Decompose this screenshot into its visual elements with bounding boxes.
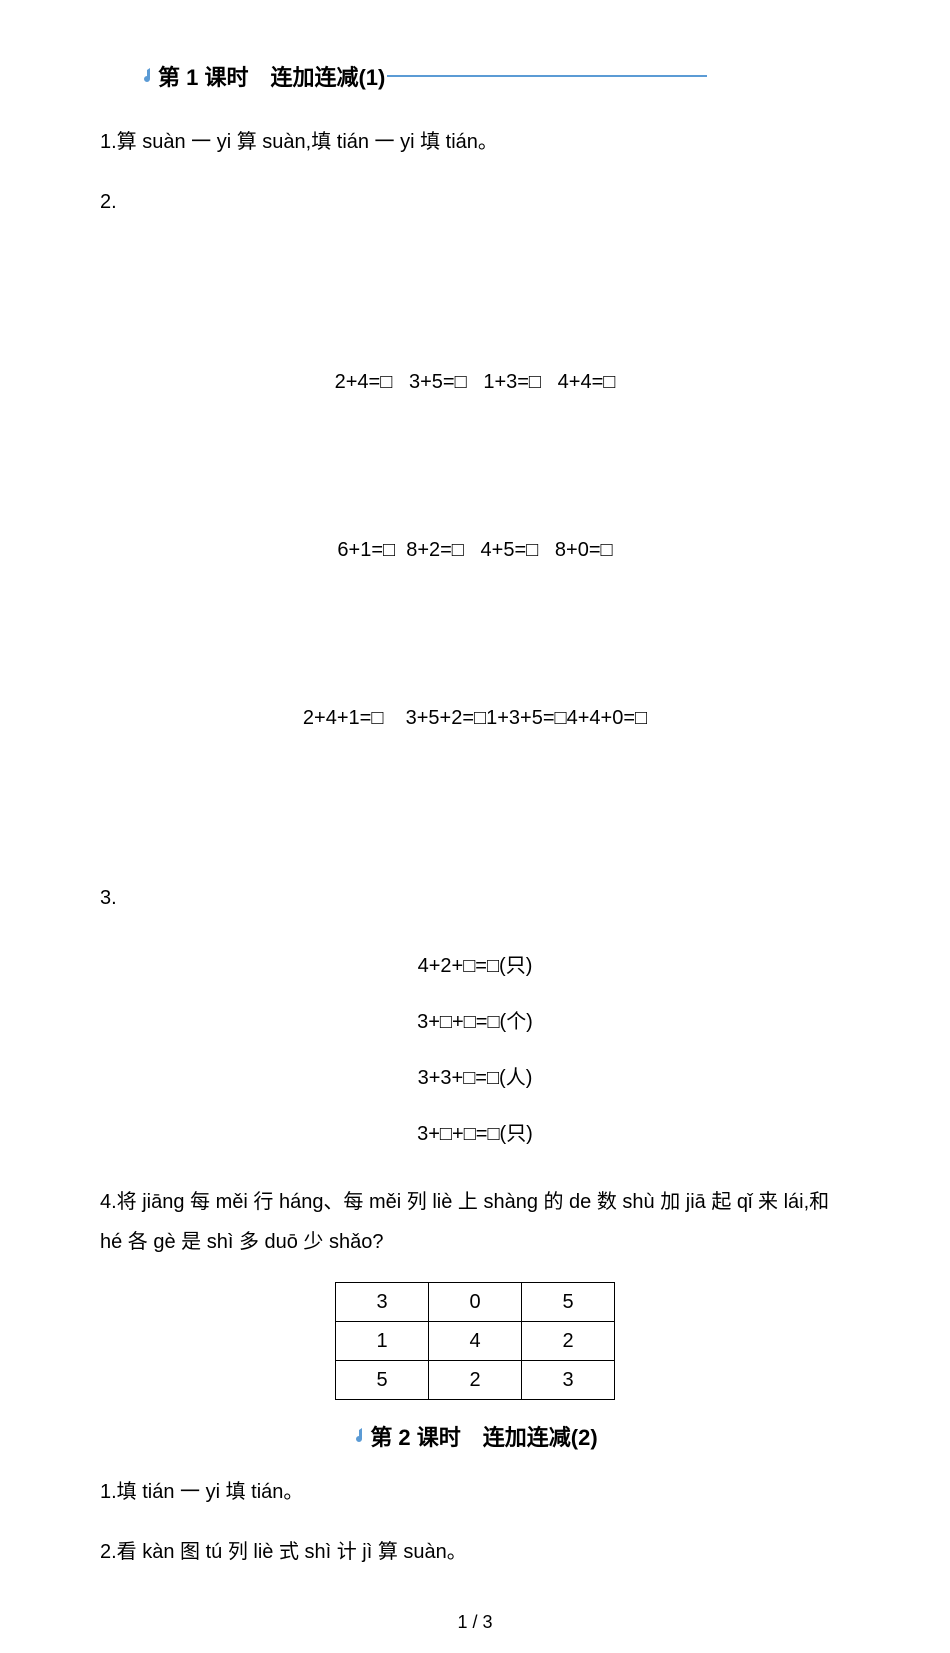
question-3-label: 3. bbox=[100, 878, 850, 918]
lesson-1-title: 第 1 课时 连加连减(1) bbox=[158, 60, 385, 92]
table-cell: 5 bbox=[336, 1361, 429, 1400]
table-cell: 4 bbox=[429, 1322, 522, 1361]
table-row: 5 2 3 bbox=[336, 1361, 615, 1400]
table-cell: 3 bbox=[522, 1361, 615, 1400]
table-cell: 5 bbox=[522, 1283, 615, 1322]
eq-row: 2+4=□ 3+5=□ 1+3=□ 4+4=□ bbox=[100, 354, 850, 410]
eq-row: 2+4+1=□ 3+5+2=□1+3+5=□4+4+0=□ bbox=[100, 690, 850, 746]
question-2-label: 2. bbox=[100, 182, 850, 222]
question-2-equations: 2+4=□ 3+5=□ 1+3=□ 4+4=□ 6+1=□ 8+2=□ 4+5=… bbox=[100, 242, 850, 858]
table-cell: 1 bbox=[336, 1322, 429, 1361]
eq-row: 4+2+□=□(只) bbox=[100, 938, 850, 994]
music-note-icon bbox=[140, 67, 154, 85]
question-5: 1.填 tián 一 yi 填 tián。 bbox=[100, 1472, 850, 1512]
eq-row: 3+□+□=□(个) bbox=[100, 994, 850, 1050]
eq-row: 3+3+□=□(人) bbox=[100, 1050, 850, 1106]
eq-row: 3+□+□=□(只) bbox=[100, 1106, 850, 1162]
question-1: 1.算 suàn 一 yi 算 suàn,填 tián 一 yi 填 tián。 bbox=[100, 122, 850, 162]
table-cell: 2 bbox=[429, 1361, 522, 1400]
table-row: 3 0 5 bbox=[336, 1283, 615, 1322]
page-footer: 1 / 3 bbox=[100, 1612, 850, 1633]
music-note-icon bbox=[352, 1427, 366, 1445]
question-3-equations: 4+2+□=□(只) 3+□+□=□(个) 3+3+□=□(人) 3+□+□=□… bbox=[100, 938, 850, 1162]
question-4-table: 3 0 5 1 4 2 5 2 3 bbox=[335, 1282, 615, 1400]
lesson-1-rule bbox=[387, 75, 707, 77]
question-4-table-wrap: 3 0 5 1 4 2 5 2 3 bbox=[100, 1282, 850, 1400]
lesson-2-title: 第 2 课时 连加连减(2) bbox=[370, 1420, 597, 1452]
eq-row: 6+1=□ 8+2=□ 4+5=□ 8+0=□ bbox=[100, 522, 850, 578]
table-row: 1 4 2 bbox=[336, 1322, 615, 1361]
table-cell: 0 bbox=[429, 1283, 522, 1322]
lesson-1-header: 第 1 课时 连加连减(1) bbox=[140, 60, 850, 92]
question-6: 2.看 kàn 图 tú 列 liè 式 shì 计 jì 算 suàn。 bbox=[100, 1532, 850, 1572]
table-cell: 3 bbox=[336, 1283, 429, 1322]
table-cell: 2 bbox=[522, 1322, 615, 1361]
question-4: 4.将 jiāng 每 měi 行 háng、每 měi 列 liè 上 shà… bbox=[100, 1182, 850, 1262]
lesson-2-header: 第 2 课时 连加连减(2) bbox=[100, 1420, 850, 1452]
